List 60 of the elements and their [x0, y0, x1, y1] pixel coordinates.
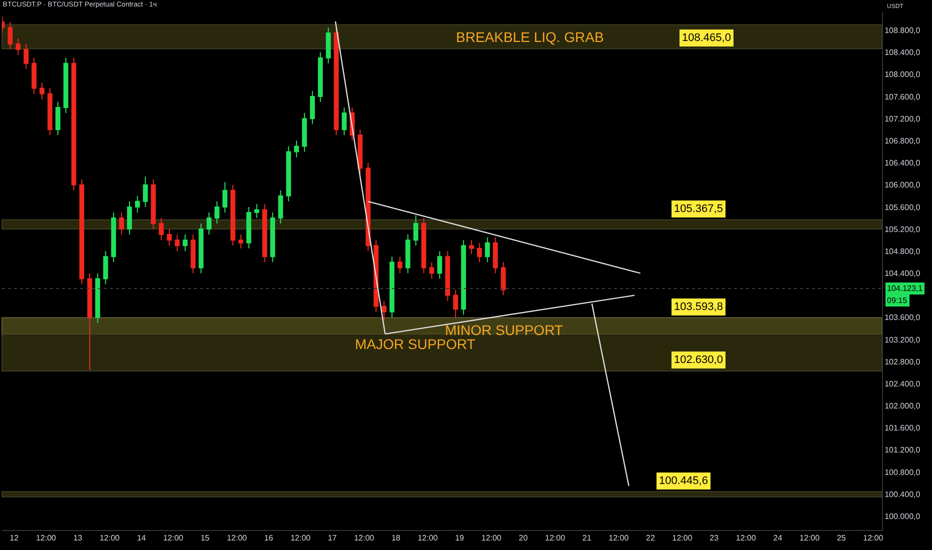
x-tick-label: 25 — [836, 534, 846, 543]
y-tick-label: 101.200,0 — [884, 446, 921, 455]
y-tick-label: 102.400,0 — [884, 379, 921, 388]
band-label: MAJOR SUPPORT — [355, 336, 476, 352]
text: 09:15 — [887, 296, 908, 305]
x-tick-label: 22 — [646, 534, 656, 543]
y-tick-label: 100.400,0 — [884, 490, 921, 499]
y-tick-label: 107.200,0 — [884, 114, 921, 124]
x-tick-label: 19 — [455, 534, 465, 543]
annotation: 108.465,0 — [682, 32, 731, 44]
annotation: 102.630,0 — [674, 354, 723, 366]
x-tick-label: 12:00 — [418, 534, 438, 543]
x-tick-label: 14 — [136, 534, 146, 543]
y-tick-label: 102.800,0 — [884, 357, 921, 366]
x-tick-label: 12:00 — [100, 534, 120, 543]
x-tick-label: 12 — [10, 534, 20, 543]
band-label: MINOR SUPPORT — [445, 322, 564, 338]
y-tick-label: 102.000,0 — [884, 402, 921, 411]
x-tick-label: 12:00 — [608, 534, 630, 543]
y-tick-label: 108.800,0 — [884, 26, 921, 36]
x-tick-label: 12:00 — [544, 534, 566, 543]
ref-line-label: 104.123,1 — [887, 284, 924, 293]
annotation: 100.445,6 — [659, 475, 708, 487]
y-tick-label: 104.800,0 — [884, 246, 921, 256]
x-tick-label: 12:00 — [481, 534, 502, 543]
x-tick-label: 12:00 — [226, 534, 248, 543]
y-tick-label: 106.000,0 — [884, 180, 921, 190]
x-tick-label: 12:00 — [290, 534, 312, 543]
y-tick-label: 108.400,0 — [884, 48, 921, 58]
annotation: 103.593,8 — [674, 301, 723, 313]
y-tick-label: 103.200,0 — [884, 335, 921, 344]
y-tick-label: 106.800,0 — [884, 136, 921, 146]
band-label: BREAKBLE LIQ. GRAB — [456, 29, 604, 45]
x-tick-label: 23 — [710, 534, 720, 543]
x-tick-label: 17 — [328, 534, 338, 543]
x-tick-label: 13 — [73, 534, 83, 543]
y-tick-label: 103.600,0 — [884, 313, 921, 322]
y-tick-label: 100.000,0 — [884, 512, 921, 521]
x-tick-label: 12:00 — [672, 534, 693, 543]
x-tick-label: 12:00 — [163, 534, 184, 543]
y-tick-label: 100.800,0 — [884, 468, 921, 477]
y-tick-label: 106.400,0 — [884, 158, 921, 168]
y-tick-label: 108.000,0 — [884, 70, 921, 80]
annotation: 105.367,5 — [674, 203, 723, 215]
y-tick-label: 107.600,0 — [884, 92, 921, 102]
y-tick-label: 105.200,0 — [884, 224, 921, 234]
y-tick-label: 104.400,0 — [884, 269, 921, 278]
x-tick-label: 12:00 — [354, 534, 375, 543]
x-tick-label: 20 — [518, 534, 528, 543]
x-tick-label: 21 — [582, 534, 592, 543]
y-tick-label: 105.600,0 — [884, 202, 921, 212]
x-tick-label: 16 — [264, 534, 274, 543]
x-tick-label: 12:00 — [863, 534, 884, 543]
x-tick-label: 12:00 — [36, 534, 57, 543]
x-tick-label: 12:00 — [800, 534, 820, 543]
x-tick-label: 15 — [200, 534, 210, 543]
x-tick-label: 12:00 — [736, 534, 756, 543]
y-tick-label: 101.600,0 — [884, 424, 921, 433]
x-tick-label: 24 — [773, 534, 783, 543]
x-tick-label: 18 — [391, 534, 401, 543]
